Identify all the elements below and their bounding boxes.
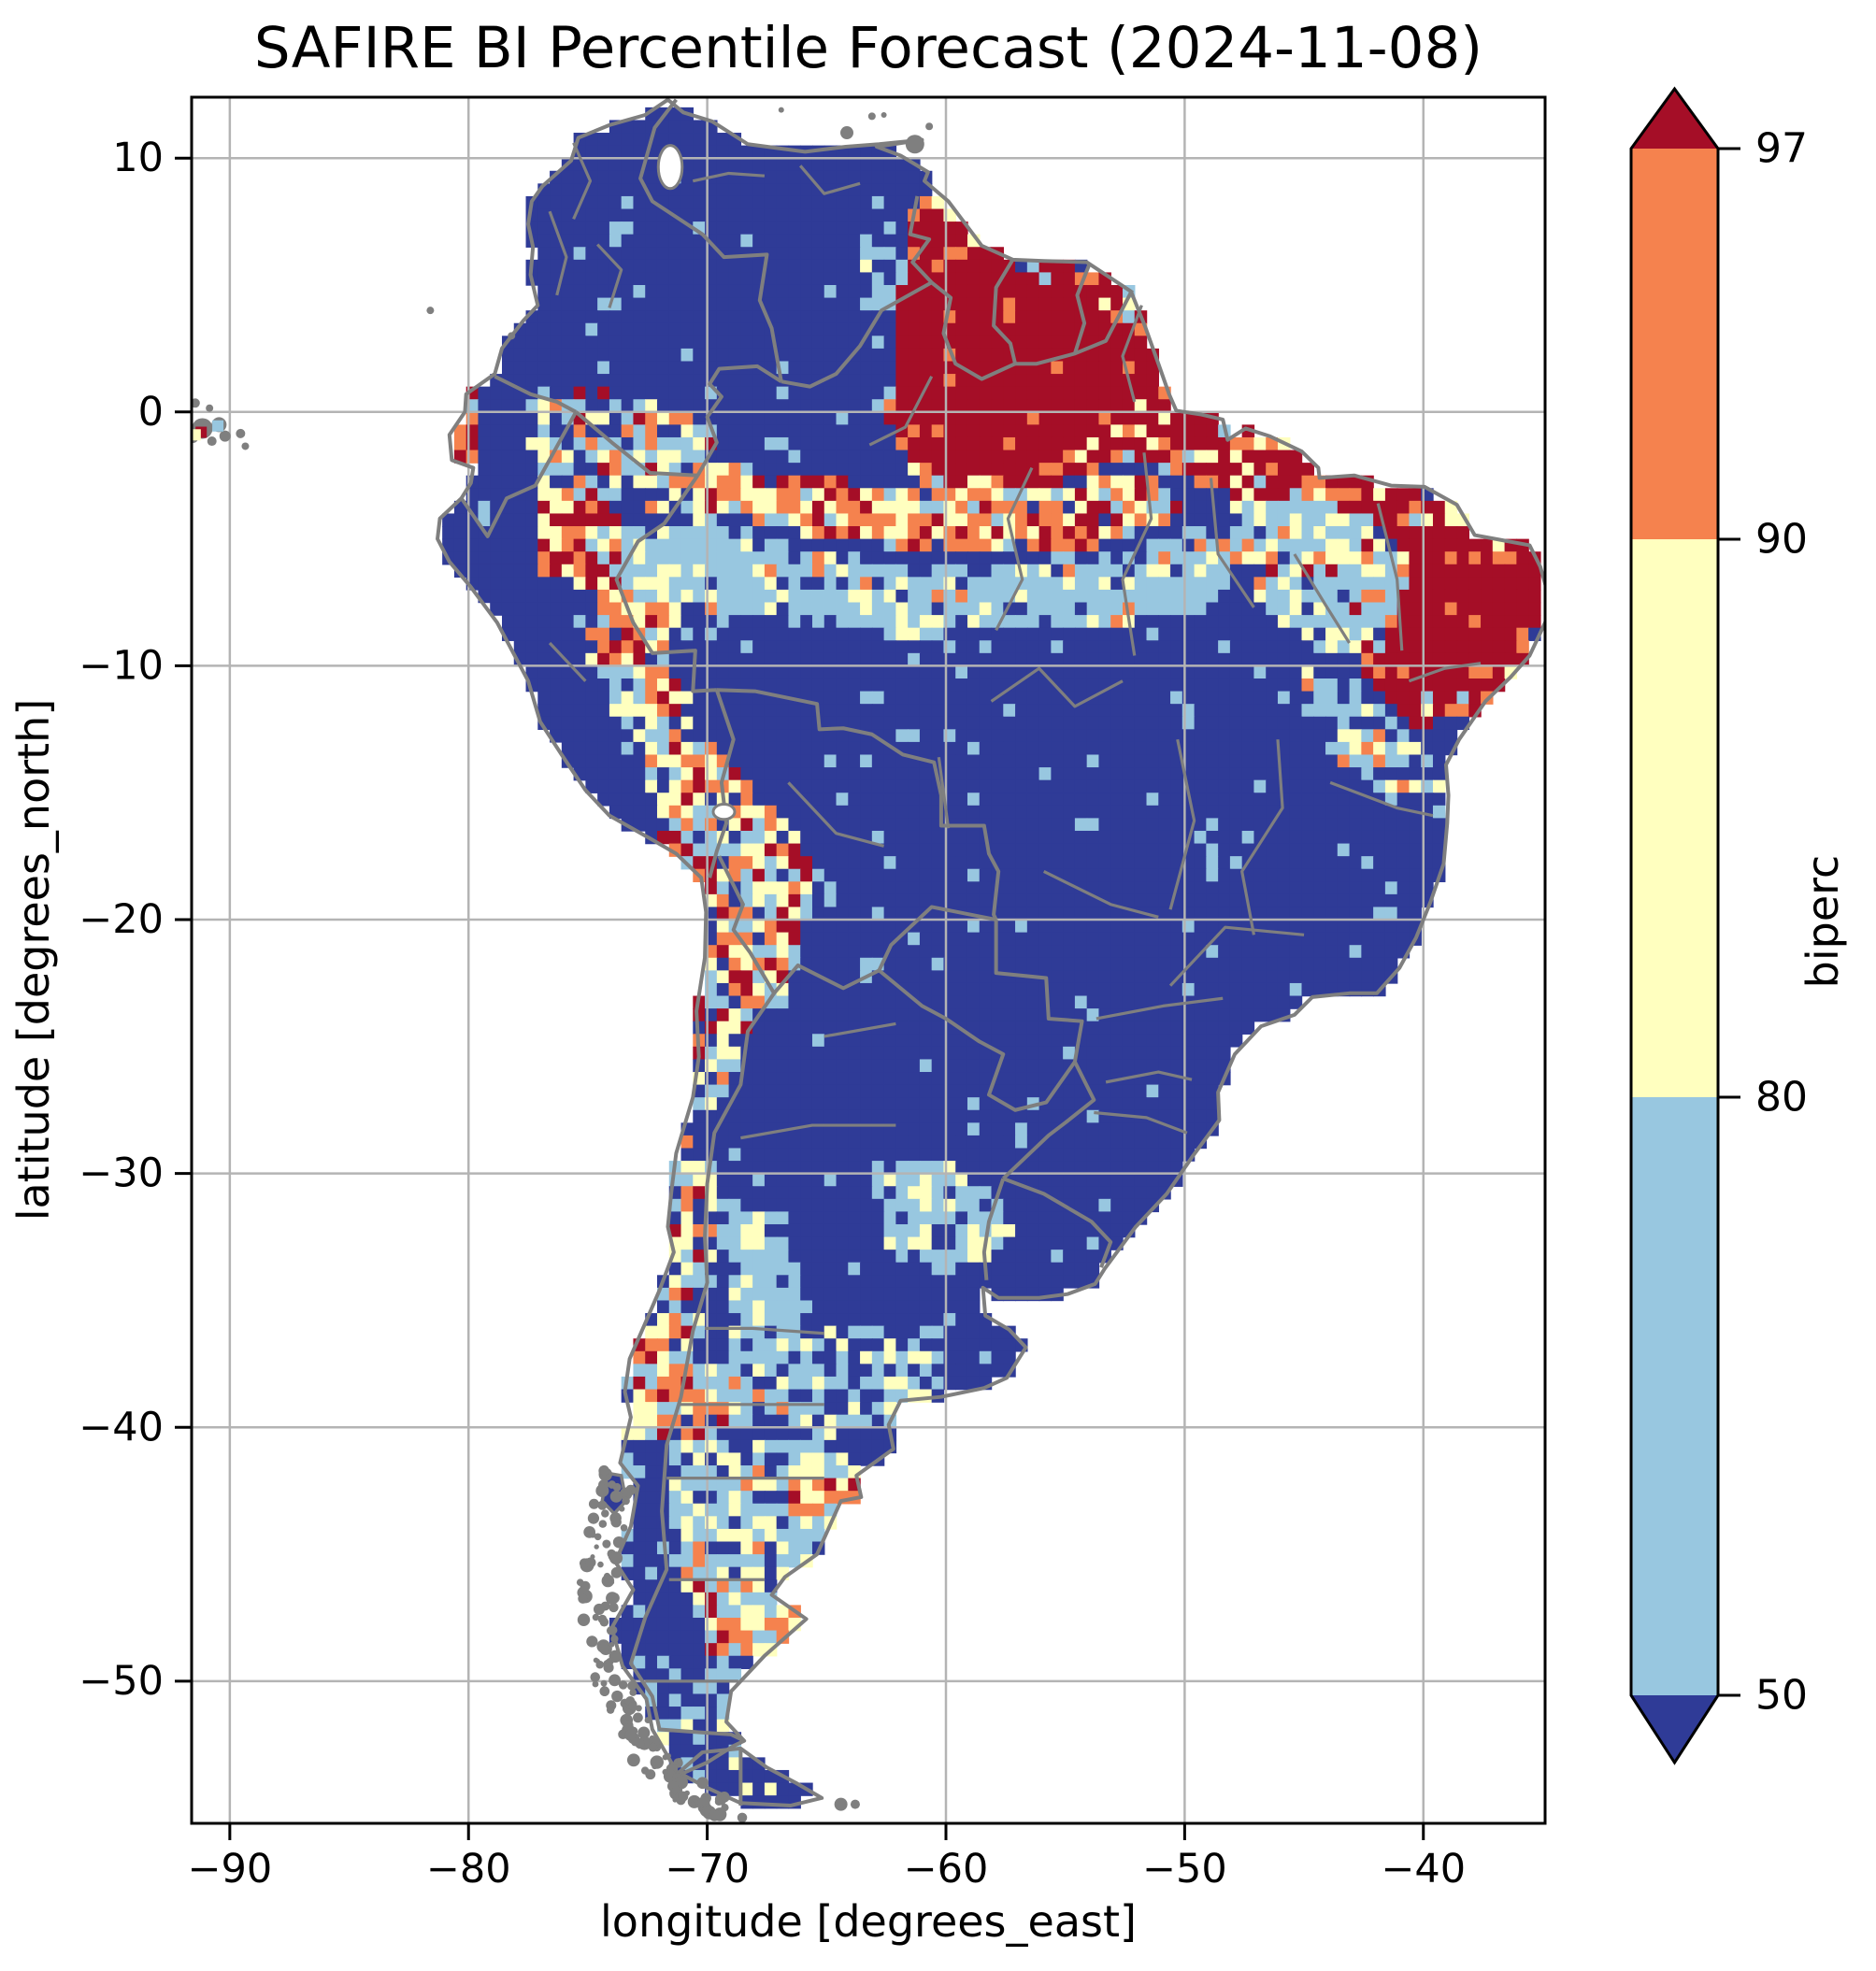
island-dot [850,1799,860,1809]
island-dot [236,428,246,438]
island-dot [778,107,784,113]
x-tick-label: −80 [426,1846,511,1892]
colorbar-tick-label: 97 [1755,125,1808,173]
x-tick-label: −90 [187,1846,272,1892]
y-tick-label: −20 [79,896,164,943]
island-dot [192,398,200,408]
axes-layer: −90 −80 −70 −60 −50 −40 10 0 −10 −20 −30 −40 −50 [79,95,1547,1892]
island-dot [207,436,217,447]
figure-title: SAFIRE BI Percentile Forecast (2024-11-0… [254,15,1482,81]
y-tick-label: 0 [138,389,164,436]
x-axis-label: longitude [degrees_east] [600,1896,1137,1947]
y-tick-label: −40 [79,1404,164,1450]
island-dot [925,122,934,131]
x-tick-label: −70 [665,1846,750,1892]
colorbar-tick-label: 80 [1755,1074,1808,1121]
island-dot [508,332,516,340]
y-tick-label: −50 [79,1658,164,1705]
y-tick-label: 10 [112,135,164,181]
tierra-del-fuego-outline [676,1746,824,1807]
raster-layer [442,107,1541,1809]
y-tick-label: −30 [79,1150,164,1197]
colorbar-label: biperc [1797,855,1848,989]
island-dot [241,442,250,450]
colorbar: 97 90 80 50 [1629,86,1808,1765]
island-dot [881,112,887,119]
colorbar-tick-label: 90 [1755,516,1808,564]
geo-borders-layer [192,97,1545,1823]
island-dot [834,1797,848,1811]
island-dot [840,126,854,140]
colorbar-tick-label: 50 [1755,1672,1808,1720]
coastline [436,97,1545,1778]
island-dot [867,112,876,121]
island-dot [905,135,924,154]
grid-layer [192,97,1545,1823]
island-dot [426,307,435,315]
colorbar-extend-min [1631,1695,1718,1763]
lake [711,802,737,821]
y-tick-label: −10 [79,642,164,689]
x-tick-label: −60 [904,1846,989,1892]
colorbar-extend-max [1631,89,1718,149]
island-dot [219,430,231,442]
lake [656,144,684,191]
x-tick-label: −50 [1142,1846,1227,1892]
y-axis-label: latitude [degrees_north] [8,699,59,1221]
island-dot [206,404,214,412]
x-tick-label: −40 [1381,1846,1466,1892]
